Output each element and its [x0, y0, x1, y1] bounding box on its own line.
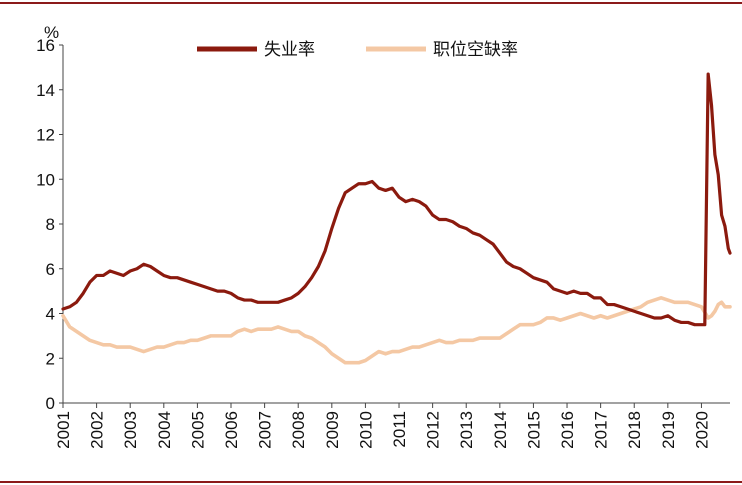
y-axis-unit-label: % — [44, 23, 59, 42]
x-tick-label: 2015 — [524, 411, 543, 449]
x-axis: 2001 2002 2003 2004 2005 2006 2007 2008 2009 2010… — [54, 402, 730, 449]
x-tick-label: 2009 — [323, 411, 342, 449]
x-tick-label: 2013 — [457, 411, 476, 449]
x-tick-label: 2010 — [356, 411, 375, 449]
x-tick-label: 2016 — [558, 411, 577, 449]
y-tick-label: 4 — [46, 305, 55, 324]
x-tick-label: 2004 — [155, 411, 174, 449]
bottom-rule — [0, 481, 742, 483]
y-axis: 0 2 4 6 8 10 12 14 16% — [36, 23, 64, 413]
x-tick-label: 2006 — [222, 411, 241, 449]
y-tick-label: 10 — [36, 170, 55, 189]
legend: 失业率 职位空缺率 — [197, 40, 518, 60]
series-line-job-vacancy-rate — [61, 296, 732, 365]
x-tick-label: 2005 — [188, 411, 207, 449]
x-tick-label: 2008 — [289, 411, 308, 449]
series-line-unemployment-rate — [61, 72, 732, 327]
legend-label: 职位空缺率 — [433, 40, 518, 60]
x-tick-label: 2011 — [390, 411, 409, 448]
x-tick-label: 2002 — [88, 411, 107, 449]
y-tick-label: 16 — [36, 36, 55, 55]
x-tick-label: 2018 — [625, 411, 644, 449]
top-rule — [0, 2, 742, 4]
x-tick-label: 2001 — [54, 411, 73, 449]
x-tick-label: 2017 — [592, 411, 611, 449]
y-tick-label: 12 — [36, 126, 55, 145]
y-tick-label: 14 — [36, 81, 55, 100]
series-layer — [61, 72, 732, 365]
y-tick-label: 6 — [46, 260, 55, 279]
x-tick-label: 2003 — [121, 411, 140, 449]
y-tick-label: 2 — [46, 349, 55, 368]
legend-label: 失业率 — [264, 40, 315, 60]
x-tick-label: 2007 — [256, 411, 275, 449]
y-tick-label: 0 — [46, 394, 55, 413]
x-tick-label: 2014 — [491, 411, 510, 449]
x-tick-label: 2019 — [659, 411, 678, 449]
y-tick-label: 8 — [46, 215, 55, 234]
x-tick-label: 2020 — [692, 411, 711, 449]
x-tick-label: 2012 — [424, 411, 443, 449]
